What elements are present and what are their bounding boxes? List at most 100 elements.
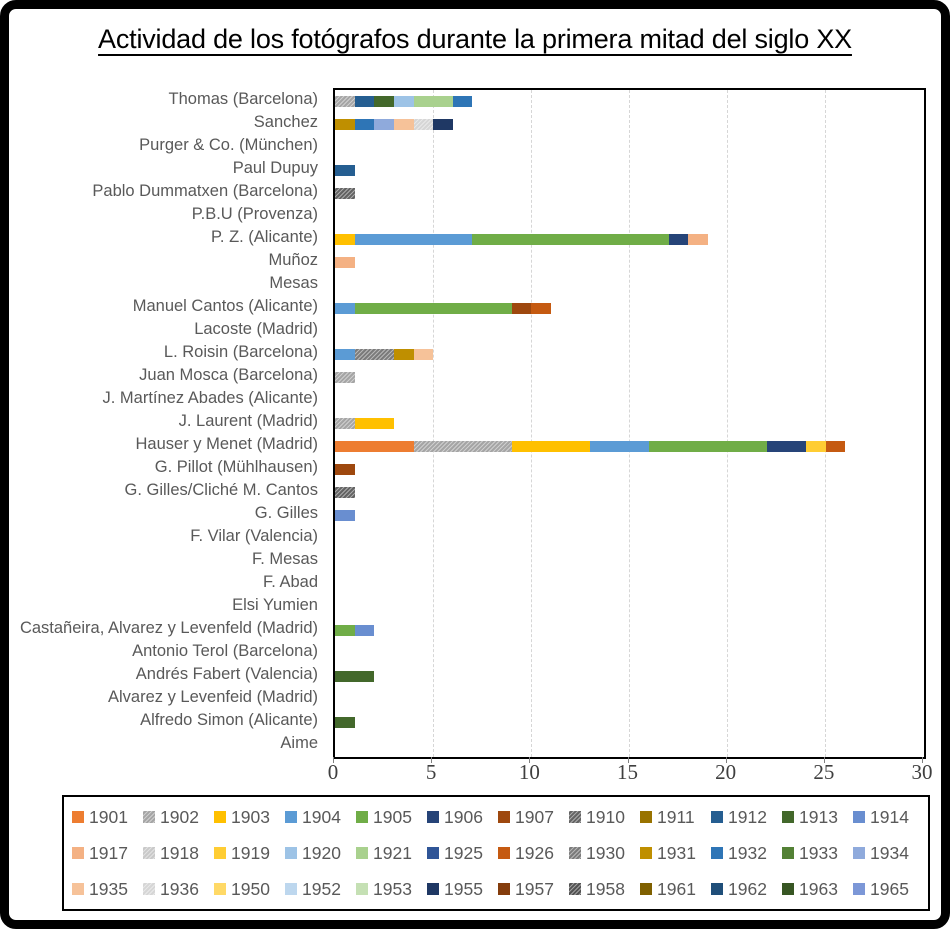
bar-segment-1930[interactable] bbox=[354, 349, 394, 360]
legend-item-1930[interactable]: 1930 bbox=[569, 843, 640, 864]
bar-segment-1910[interactable] bbox=[335, 188, 355, 199]
bar-segment-1912[interactable] bbox=[335, 165, 355, 176]
bar-segment-1931[interactable] bbox=[335, 119, 355, 130]
bar-segment-1932[interactable] bbox=[452, 96, 473, 107]
bar-segment-1955[interactable] bbox=[433, 119, 453, 130]
legend-item-1962[interactable]: 1962 bbox=[711, 879, 782, 900]
bar-segment-1910[interactable] bbox=[335, 487, 355, 498]
bar-row bbox=[335, 257, 355, 268]
bar-segment-1921[interactable] bbox=[413, 96, 453, 107]
bar-segment-1935[interactable] bbox=[393, 119, 414, 130]
legend-item-1910[interactable]: 1910 bbox=[569, 807, 640, 828]
bar-segment-1926[interactable] bbox=[531, 303, 551, 314]
x-tickmark-30 bbox=[922, 757, 923, 763]
bar-segment-1902[interactable] bbox=[413, 441, 512, 452]
legend-item-1911[interactable]: 1911 bbox=[640, 807, 711, 828]
legend-item-1957[interactable]: 1957 bbox=[498, 879, 569, 900]
bar-segment-1905[interactable] bbox=[335, 625, 355, 636]
bar-segment-1907[interactable] bbox=[511, 303, 532, 314]
legend-item-1903[interactable]: 1903 bbox=[214, 807, 285, 828]
bar-segment-1920[interactable] bbox=[393, 96, 414, 107]
category-label: L. Roisin (Barcelona) bbox=[163, 343, 318, 361]
bar-segment-1904[interactable] bbox=[590, 441, 650, 452]
bar-segment-1934[interactable] bbox=[374, 119, 394, 130]
bar-segment-1917[interactable] bbox=[335, 257, 355, 268]
bar-segment-1913[interactable] bbox=[335, 717, 355, 728]
legend-item-1953[interactable]: 1953 bbox=[356, 879, 427, 900]
bar-row bbox=[335, 188, 355, 199]
x-tick-label-5: 5 bbox=[425, 760, 437, 784]
legend-item-1913[interactable]: 1913 bbox=[782, 807, 853, 828]
bar-segment-1932[interactable] bbox=[354, 119, 375, 130]
bar-segment-1903[interactable] bbox=[511, 441, 591, 452]
bar-segment-1905[interactable] bbox=[472, 234, 669, 245]
legend-item-1952[interactable]: 1952 bbox=[285, 879, 356, 900]
category-axis: Thomas (Barcelona) Sanchez Purger & Co. (M… bbox=[0, 88, 325, 755]
legend-year-label: 1914 bbox=[870, 806, 909, 827]
gridline-25 bbox=[825, 90, 827, 757]
legend-item-1950[interactable]: 1950 bbox=[214, 879, 285, 900]
bar-segment-1902[interactable] bbox=[335, 372, 355, 383]
legend-item-1919[interactable]: 1919 bbox=[214, 843, 285, 864]
bar-segment-1905[interactable] bbox=[354, 303, 512, 314]
legend-item-1936[interactable]: 1936 bbox=[143, 879, 214, 900]
bar-segment-1914[interactable] bbox=[354, 625, 375, 636]
legend-item-1921[interactable]: 1921 bbox=[356, 843, 427, 864]
bar-segment-1903[interactable] bbox=[354, 418, 394, 429]
bar-segment-1913[interactable] bbox=[335, 671, 375, 682]
legend-swatch-1926 bbox=[498, 847, 510, 859]
legend-item-1906[interactable]: 1906 bbox=[427, 807, 498, 828]
legend-year-label: 1955 bbox=[444, 878, 483, 899]
legend-item-1907[interactable]: 1907 bbox=[498, 807, 569, 828]
legend-item-1926[interactable]: 1926 bbox=[498, 843, 569, 864]
legend-item-1963[interactable]: 1963 bbox=[782, 879, 853, 900]
legend-item-1914[interactable]: 1914 bbox=[853, 807, 924, 828]
bar-segment-1902[interactable] bbox=[335, 96, 355, 107]
legend-item-1905[interactable]: 1905 bbox=[356, 807, 427, 828]
legend-swatch-1921 bbox=[356, 847, 368, 859]
bar-segment-1917[interactable] bbox=[688, 234, 708, 245]
legend-item-1955[interactable]: 1955 bbox=[427, 879, 498, 900]
legend-item-1935[interactable]: 1935 bbox=[72, 879, 143, 900]
legend-item-1958[interactable]: 1958 bbox=[569, 879, 640, 900]
legend-item-1912[interactable]: 1912 bbox=[711, 807, 782, 828]
bar-segment-1913[interactable] bbox=[374, 96, 394, 107]
legend-item-1965[interactable]: 1965 bbox=[853, 879, 924, 900]
gridline-5 bbox=[432, 90, 434, 757]
bar-segment-1926[interactable] bbox=[825, 441, 846, 452]
legend-year-label: 1919 bbox=[231, 842, 270, 863]
bar-segment-1906[interactable] bbox=[668, 234, 689, 245]
legend-item-1932[interactable]: 1932 bbox=[711, 843, 782, 864]
bar-segment-1902[interactable] bbox=[335, 418, 355, 429]
legend-item-1901[interactable]: 1901 bbox=[72, 807, 143, 828]
legend-year-label: 1904 bbox=[302, 806, 341, 827]
legend-item-1917[interactable]: 1917 bbox=[72, 843, 143, 864]
legend-item-1931[interactable]: 1931 bbox=[640, 843, 711, 864]
bar-segment-1904[interactable] bbox=[354, 234, 473, 245]
bar-segment-1931[interactable] bbox=[393, 349, 414, 360]
legend-item-1920[interactable]: 1920 bbox=[285, 843, 356, 864]
bar-segment-1935[interactable] bbox=[413, 349, 434, 360]
legend-item-1934[interactable]: 1934 bbox=[853, 843, 924, 864]
category-label: J. Martínez Abades (Alicante) bbox=[102, 389, 318, 407]
bar-segment-1919[interactable] bbox=[806, 441, 826, 452]
legend-item-1902[interactable]: 1902 bbox=[143, 807, 214, 828]
bar-segment-1904[interactable] bbox=[335, 303, 355, 314]
bar-segment-1901[interactable] bbox=[335, 441, 414, 452]
category-label: Alvarez y Levenfeid (Madrid) bbox=[107, 688, 318, 706]
bar-segment-1904[interactable] bbox=[335, 349, 355, 360]
bar-segment-1903[interactable] bbox=[335, 234, 355, 245]
legend-year-label: 1932 bbox=[728, 842, 767, 863]
category-label: G. Gilles bbox=[254, 504, 318, 522]
bar-segment-1912[interactable] bbox=[354, 96, 375, 107]
bar-segment-1936[interactable] bbox=[413, 119, 434, 130]
bar-segment-1905[interactable] bbox=[649, 441, 767, 452]
bar-segment-1907[interactable] bbox=[335, 464, 355, 475]
legend-item-1925[interactable]: 1925 bbox=[427, 843, 498, 864]
bar-segment-1914[interactable] bbox=[335, 510, 355, 521]
legend-item-1961[interactable]: 1961 bbox=[640, 879, 711, 900]
legend-item-1933[interactable]: 1933 bbox=[782, 843, 853, 864]
legend-item-1904[interactable]: 1904 bbox=[285, 807, 356, 828]
bar-segment-1906[interactable] bbox=[766, 441, 807, 452]
legend-item-1918[interactable]: 1918 bbox=[143, 843, 214, 864]
